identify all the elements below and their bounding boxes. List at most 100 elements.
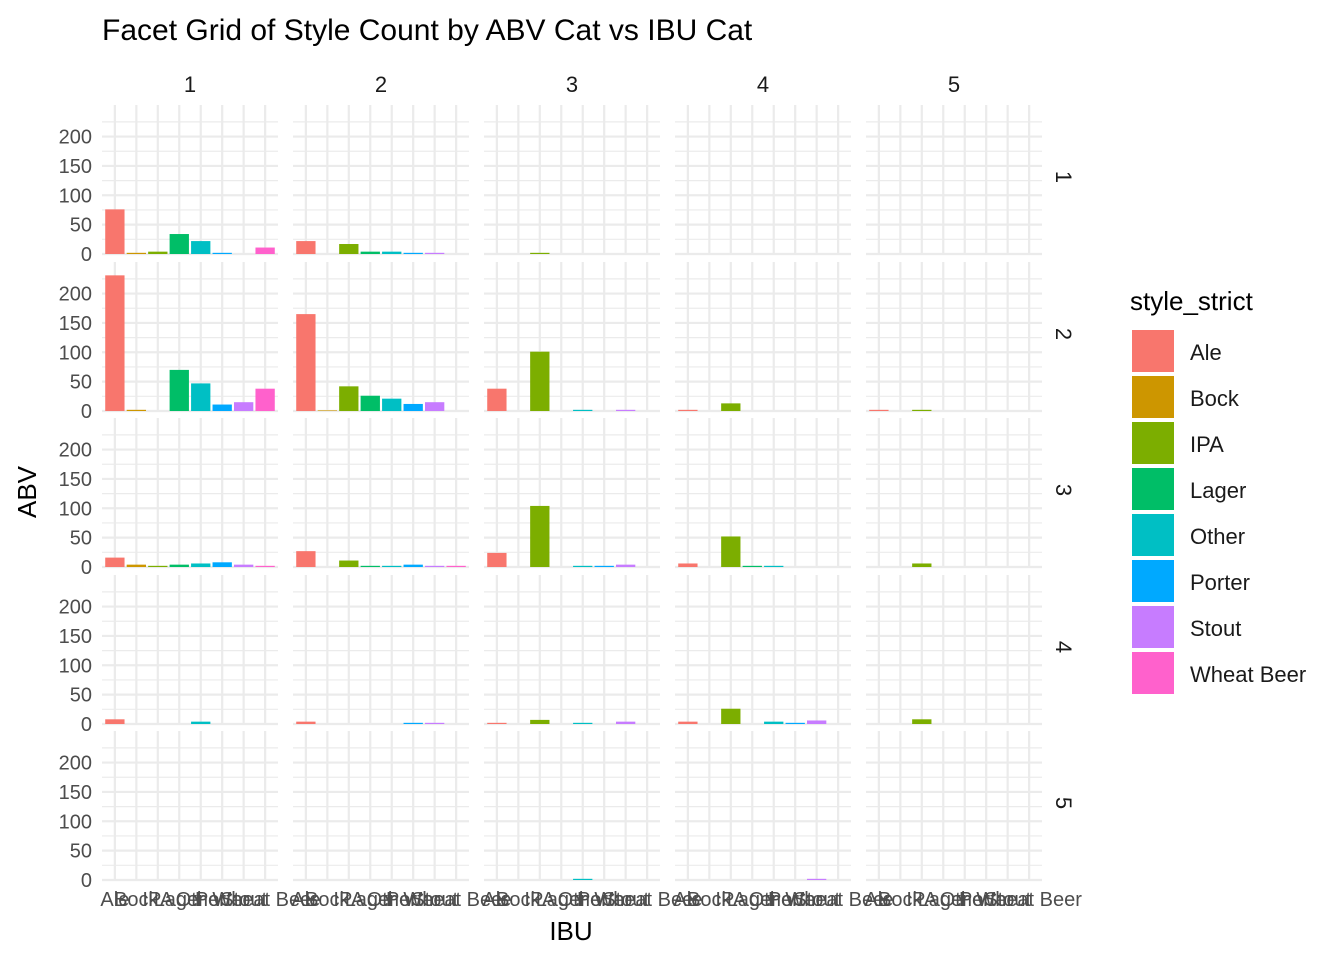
x-tick-label: Bock bbox=[878, 889, 923, 911]
bar-other bbox=[382, 565, 402, 567]
legend-label: Ale bbox=[1190, 340, 1222, 365]
facet-panel-abv5-ibu5 bbox=[866, 731, 1042, 882]
bar-ale bbox=[487, 552, 507, 567]
y-tick-label: 200 bbox=[59, 440, 92, 462]
bar-ale bbox=[678, 563, 698, 567]
bar-other bbox=[764, 721, 784, 724]
bar-ipa bbox=[530, 505, 550, 567]
y-tick-label: 200 bbox=[59, 753, 92, 775]
bar-ale bbox=[296, 241, 316, 254]
y-tick-label: 150 bbox=[59, 626, 92, 648]
facet-panel-abv3-ibu5 bbox=[866, 418, 1042, 569]
bar-lager bbox=[169, 564, 189, 567]
bar-stout bbox=[234, 564, 254, 567]
bar-other bbox=[382, 398, 402, 411]
y-tick-label: 200 bbox=[59, 597, 92, 619]
x-tick-label: Porter bbox=[768, 889, 823, 911]
y-tick-label: 100 bbox=[59, 498, 92, 520]
bar-lager bbox=[742, 565, 762, 567]
legend-label: Lager bbox=[1190, 478, 1246, 503]
bar-other bbox=[573, 565, 593, 567]
x-tick-label: Lager bbox=[154, 889, 205, 911]
x-tick-label: Ale bbox=[291, 889, 320, 911]
facet-panel-abv3-ibu2 bbox=[293, 418, 469, 569]
bar-other bbox=[191, 563, 211, 567]
bar-porter bbox=[403, 564, 423, 567]
bar-lager bbox=[360, 251, 380, 254]
facet-panel-abv4-ibu3 bbox=[484, 575, 660, 726]
facet-panel-abv1-ibu3 bbox=[484, 105, 660, 256]
legend-key-stout bbox=[1132, 606, 1174, 648]
legend-key-other bbox=[1132, 514, 1174, 556]
bar-ipa bbox=[721, 536, 741, 567]
chart-title: Facet Grid of Style Count by ABV Cat vs … bbox=[102, 14, 753, 47]
bar-stout bbox=[234, 402, 254, 411]
facet-panel-abv3-ibu4 bbox=[675, 418, 851, 569]
bar-ipa bbox=[912, 563, 932, 567]
bar-wheat-beer bbox=[446, 565, 466, 567]
bar-porter bbox=[594, 565, 614, 567]
bar-porter bbox=[212, 404, 232, 411]
bar-ipa bbox=[148, 251, 168, 254]
bar-wheat-beer bbox=[255, 388, 275, 411]
bar-ale bbox=[487, 722, 507, 724]
bar-ale bbox=[105, 719, 125, 724]
x-tick-label: Bock bbox=[496, 889, 541, 911]
bar-stout bbox=[616, 409, 636, 411]
x-tick-label: Stout bbox=[793, 889, 840, 911]
x-tick-label: Stout bbox=[984, 889, 1031, 911]
bar-stout bbox=[616, 564, 636, 567]
x-tick-label: Stout bbox=[411, 889, 458, 911]
col-facet-label-5: 5 bbox=[948, 72, 960, 97]
facet-panel-abv4-ibu2 bbox=[293, 575, 469, 726]
bar-other bbox=[764, 565, 784, 567]
y-tick-label: 200 bbox=[59, 284, 92, 306]
bar-other bbox=[191, 241, 211, 254]
bar-lager bbox=[169, 369, 189, 411]
x-tick-label: Bock bbox=[305, 889, 350, 911]
bar-lager bbox=[169, 234, 189, 254]
facet-panel-abv1-ibu1 bbox=[102, 105, 278, 256]
x-tick-label: Ale bbox=[864, 889, 893, 911]
panels-layer: 1050100150200050100150200050100150200050… bbox=[59, 72, 1083, 911]
bar-stout bbox=[425, 402, 445, 411]
facet-panel-abv2-ibu1 bbox=[102, 262, 278, 413]
facet-panel-abv2-ibu5 bbox=[866, 262, 1042, 413]
x-tick-label: Ale bbox=[482, 889, 511, 911]
bar-other bbox=[573, 722, 593, 724]
x-tick-label: Ale bbox=[673, 889, 702, 911]
x-tick-label: Other bbox=[176, 889, 226, 911]
legend-label: Wheat Beer bbox=[1190, 662, 1306, 687]
bar-stout bbox=[616, 721, 636, 724]
row-facet-label-3: 3 bbox=[1051, 484, 1076, 496]
facet-panel-abv2-ibu3 bbox=[484, 262, 660, 413]
legend-label: Stout bbox=[1190, 616, 1241, 641]
bar-bock bbox=[317, 410, 337, 411]
facet-panel-abv4-ibu5 bbox=[866, 575, 1042, 726]
legend-label: Bock bbox=[1190, 386, 1240, 411]
bar-porter bbox=[403, 252, 423, 254]
bar-other bbox=[573, 878, 593, 880]
bar-porter bbox=[403, 722, 423, 724]
facet-panel-abv1-ibu2 bbox=[293, 105, 469, 256]
facet-panel-abv1-ibu4 bbox=[675, 105, 851, 256]
bar-porter bbox=[785, 722, 805, 724]
facet-panel-abv5-ibu4 bbox=[675, 731, 851, 882]
y-tick-label: 150 bbox=[59, 469, 92, 491]
row-facet-label-2: 2 bbox=[1051, 328, 1076, 340]
bar-ale bbox=[296, 551, 316, 567]
y-tick-label: 200 bbox=[59, 127, 92, 149]
bar-ale bbox=[105, 209, 125, 254]
x-tick-label: IPA bbox=[524, 889, 555, 911]
bar-other bbox=[382, 251, 402, 254]
legend-label: Porter bbox=[1190, 570, 1250, 595]
facet-panel-abv5-ibu1 bbox=[102, 731, 278, 882]
bar-stout bbox=[425, 722, 445, 724]
y-axis-label: ABV bbox=[12, 465, 42, 518]
bar-ipa bbox=[530, 719, 550, 724]
y-tick-label: 150 bbox=[59, 156, 92, 178]
bar-ale bbox=[869, 409, 889, 411]
bar-ale bbox=[105, 275, 125, 411]
legend: style_strict Ale Bock IPA Lager Other Porter S… bbox=[1130, 286, 1306, 694]
